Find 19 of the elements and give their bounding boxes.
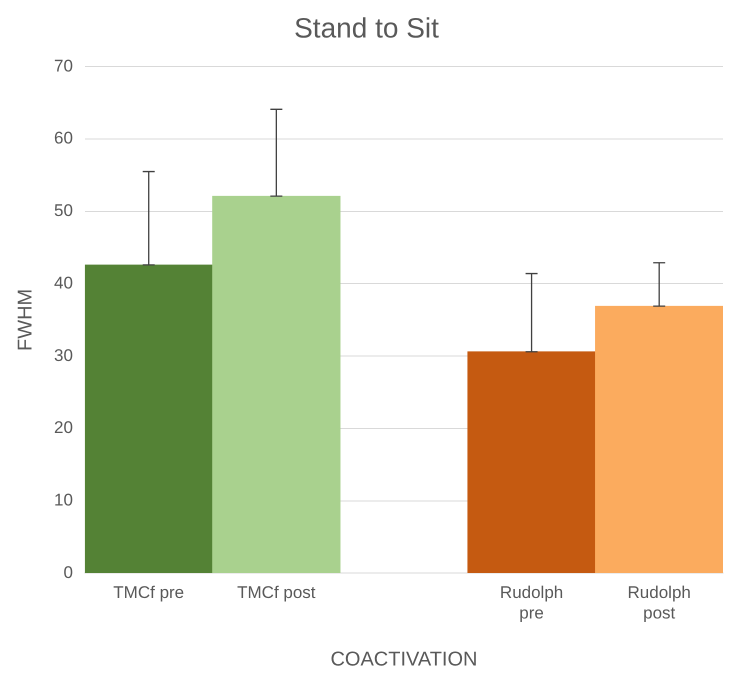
y-tick-label: 70	[54, 56, 73, 76]
y-tick-label: 40	[54, 273, 73, 292]
bar	[212, 196, 340, 574]
y-tick-label: 50	[54, 201, 73, 220]
x-tick-label: Rudolph post	[628, 583, 691, 622]
x-tick-label: TMCf pre	[113, 583, 184, 602]
y-tick-label: 0	[63, 562, 73, 582]
x-axis-title: COACTIVATION	[330, 648, 478, 671]
x-tick-label: TMCf post	[237, 583, 316, 602]
y-tick-label: 20	[54, 418, 73, 438]
y-tick-label: 10	[54, 490, 73, 510]
bar	[467, 351, 596, 574]
y-axis-title: FWHM	[14, 288, 37, 351]
y-tick-label: 60	[54, 128, 73, 148]
bar	[595, 306, 723, 574]
x-tick-label: Rudolph pre	[500, 583, 564, 622]
y-tick-label: 30	[54, 346, 73, 365]
chart-title: Stand to Sit	[294, 12, 440, 44]
bar	[84, 264, 213, 574]
